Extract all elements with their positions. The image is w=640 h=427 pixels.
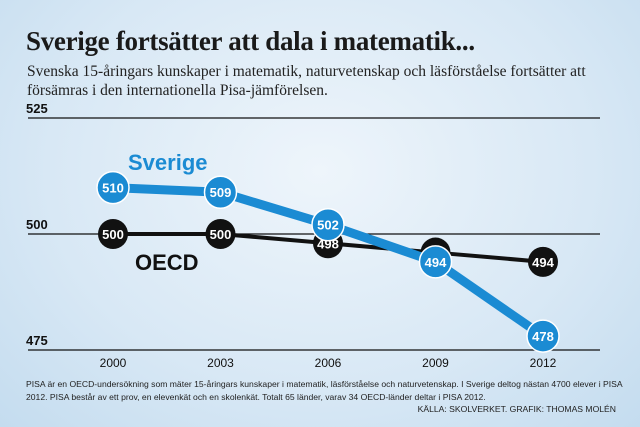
x-tick-label: 2006 [315, 356, 342, 370]
footnote: PISA är en OECD-undersökning som mäter 1… [26, 379, 623, 402]
sverige-data-label: 478 [532, 329, 554, 344]
x-tick-label: 2000 [100, 356, 127, 370]
sverige-data-label: 502 [317, 218, 339, 233]
sverige-point [311, 207, 345, 242]
source-credit: KÄLLA: SKOLVERKET. GRAFIK: THOMAS MOLÉN [417, 404, 616, 414]
oecd-point [205, 219, 236, 249]
sverige-data-label: 509 [210, 185, 232, 200]
oecd-data-label: 494 [532, 255, 554, 270]
sverige-data-label: 510 [102, 181, 124, 196]
legend-oecd: OECD [135, 250, 199, 275]
x-tick-label: 2009 [422, 356, 449, 370]
y-tick-label: 525 [26, 101, 48, 116]
y-tick-label: 475 [26, 333, 48, 348]
oecd-data-label: 500 [210, 227, 232, 242]
oecd-point [98, 219, 128, 249]
sverige-data-label: 494 [425, 255, 447, 270]
sverige-point [203, 175, 238, 209]
x-tick-label: 2012 [530, 356, 557, 370]
legend-sverige: Sverige [128, 150, 208, 175]
chart-subtitle: Svenska 15-åringars kunskaper i matemati… [27, 63, 586, 99]
oecd-data-label: 500 [102, 227, 124, 242]
chart-title: Sverige fortsätter att dala i matematik.… [26, 26, 475, 56]
sverige-point [96, 170, 130, 205]
x-tick-label: 2003 [207, 356, 234, 370]
y-tick-label: 500 [26, 217, 48, 232]
oecd-point [528, 246, 558, 277]
sverige-point [526, 319, 560, 353]
sverige-point [418, 245, 453, 279]
